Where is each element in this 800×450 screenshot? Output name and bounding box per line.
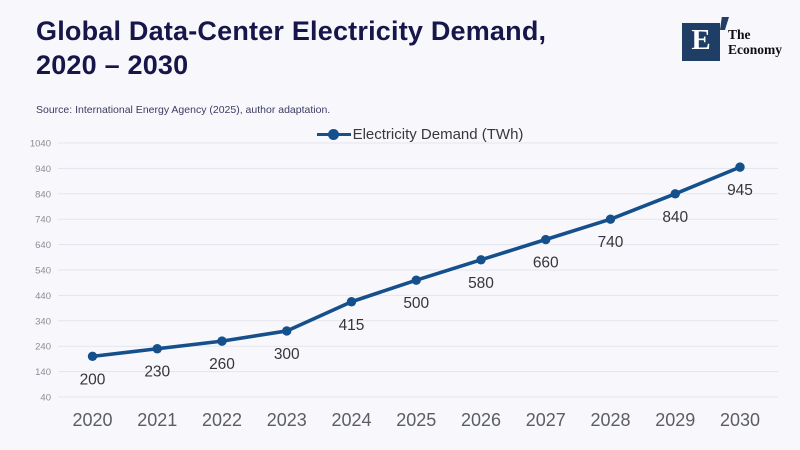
data-point [217,336,227,346]
data-point [411,275,421,285]
brand-logo: E The Economy [682,17,782,61]
data-label: 300 [274,346,300,363]
data-label: 840 [662,209,688,226]
brand-logo-name: The Economy [728,27,782,57]
x-tick-label: 2024 [331,410,371,430]
x-tick-label: 2021 [137,410,177,430]
y-tick-label: 140 [35,367,51,378]
page-title-line1: Global Data-Center Electricity Demand, [36,16,547,46]
x-tick-label: 2022 [202,410,242,430]
y-tick-label: 740 [35,215,51,226]
x-tick-label: 2027 [526,410,566,430]
legend-dot [327,129,339,140]
data-label: 500 [403,295,429,312]
data-label: 230 [144,364,170,381]
data-label: 260 [209,356,235,373]
page-title: Global Data-Center Electricity Demand, 2… [36,14,546,82]
brand-logo-name-line1: The [728,27,751,42]
legend-label: Electricity Demand (TWh) [352,126,524,143]
brand-logo-mark: E [682,17,729,61]
y-tick-label: 340 [35,316,51,327]
demand-line [90,165,742,359]
page-title-line2: 2020 – 2030 [36,50,189,80]
data-point [282,326,292,336]
data-point [735,162,745,172]
data-point [152,344,162,354]
x-tick-label: 2028 [590,410,630,430]
x-tick-label: 2026 [461,410,501,430]
data-label: 660 [533,255,559,272]
y-tick-label: 540 [35,266,51,277]
x-tick-label: 2030 [720,410,760,430]
brand-logo-accent-icon [720,17,729,30]
data-label: 200 [80,371,106,388]
y-tick-label: 40 [40,393,51,404]
data-label: 945 [727,182,753,199]
x-tick-label: 2025 [396,410,436,430]
chart-legend: Electricity Demand (TWh) [20,126,800,143]
source-note: Source: International Energy Agency (202… [36,104,331,116]
data-point [605,214,616,224]
data-label: 740 [598,234,624,251]
data-point [476,255,486,265]
y-tick-label: 840 [35,189,51,200]
x-tick-label: 2023 [267,410,307,430]
data-point [670,189,680,199]
y-tick-label: 240 [35,342,51,353]
brand-logo-letter: E [691,24,711,56]
legend-line-marker-icon [316,129,351,140]
data-point [541,234,551,245]
brand-logo-name-line2: Economy [728,42,782,57]
data-label: 415 [339,317,365,334]
data-label: 580 [468,275,494,292]
x-tick-label: 2020 [72,410,112,430]
y-tick-label: 640 [35,240,51,251]
data-point [87,351,98,362]
data-point [346,297,357,307]
x-tick-label: 2029 [655,410,695,430]
y-tick-label: 440 [35,291,51,302]
y-tick-label: 940 [35,164,51,175]
y-tick-label: 1040 [30,139,51,150]
